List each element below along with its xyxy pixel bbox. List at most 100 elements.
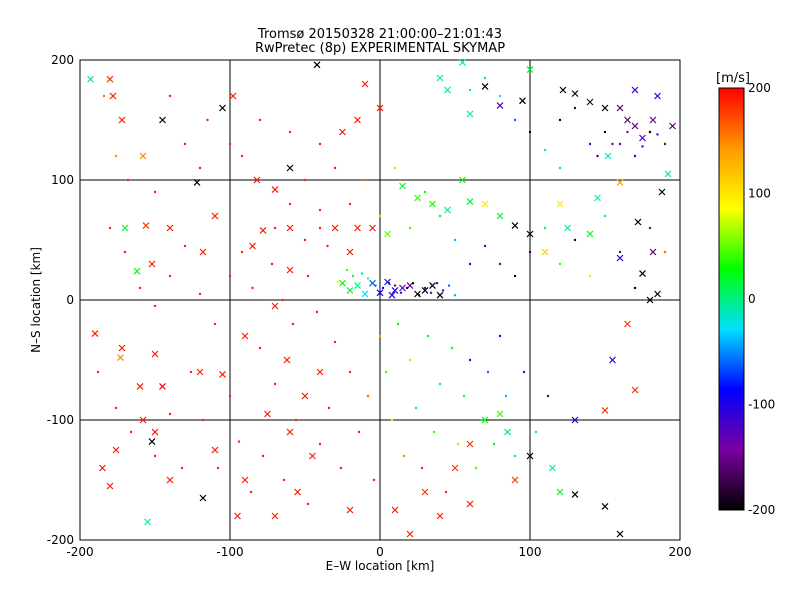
data-point-dot — [288, 130, 292, 134]
data-point-dot — [420, 466, 424, 470]
data-point-dot — [306, 502, 310, 506]
data-point-cross — [586, 230, 594, 238]
data-point-cross — [526, 66, 534, 74]
data-point-cross — [466, 110, 474, 118]
data-point-cross — [444, 206, 451, 214]
data-point-dot — [474, 466, 478, 470]
data-point-cross — [459, 176, 466, 184]
data-point-dot — [315, 310, 319, 314]
data-point-dot — [558, 118, 562, 122]
data-point-cross — [241, 332, 249, 340]
data-point-dot — [96, 370, 100, 374]
data-point-dot — [423, 190, 427, 194]
y-tick-label: -200 — [47, 533, 74, 547]
axis-ticks: -200 -100 0 100 200 -200 -100 0 100 200 — [47, 53, 692, 559]
data-point-cross — [331, 224, 339, 232]
data-point-dot — [438, 382, 442, 386]
data-point-dot — [108, 226, 112, 230]
data-point-cross — [99, 464, 106, 472]
data-point-dot — [318, 226, 322, 230]
data-point-dot — [405, 286, 409, 290]
chart-title-line1: Tromsø 20150328 21:00:00–21:01:43 — [257, 27, 502, 42]
data-point-dot — [168, 274, 172, 278]
data-point-dot — [249, 490, 253, 494]
data-point-cross — [654, 92, 661, 100]
data-point-cross — [121, 224, 129, 232]
data-point-cross — [459, 58, 466, 66]
data-point-dot — [558, 166, 562, 170]
data-point-cross — [286, 266, 294, 274]
data-point-cross — [481, 82, 489, 90]
data-point-dot — [528, 130, 532, 134]
x-tick-label: 0 — [376, 545, 384, 559]
data-point-dot — [414, 406, 418, 410]
data-point-dot — [327, 406, 331, 410]
data-point-cross — [639, 270, 646, 278]
data-point-cross — [601, 502, 609, 510]
data-point-cross — [481, 200, 489, 208]
data-point-dot — [390, 418, 394, 422]
data-point-dot — [339, 466, 343, 470]
data-point-dot — [258, 346, 262, 350]
data-point-cross — [159, 382, 166, 390]
data-point-cross — [313, 61, 321, 69]
data-point-cross — [109, 92, 117, 100]
data-point-cross — [376, 289, 384, 297]
x-axis-label: E–W location [km] — [326, 559, 435, 573]
data-point-dot — [357, 430, 361, 434]
data-point-cross — [669, 122, 676, 130]
data-point-dot — [318, 208, 322, 212]
data-point-dot — [618, 142, 622, 146]
data-point-dot — [633, 154, 637, 158]
data-point-dot — [318, 442, 322, 446]
data-point-dot — [198, 166, 202, 170]
data-point-cross — [286, 428, 294, 436]
data-point-cross — [309, 452, 316, 460]
data-point-cross — [271, 186, 279, 194]
data-point-cross — [271, 512, 279, 520]
data-point-cross — [564, 224, 571, 232]
data-point-dot — [648, 130, 652, 134]
data-point-cross — [151, 428, 159, 436]
y-tick-label: -100 — [47, 413, 74, 427]
data-point-dot — [138, 286, 142, 290]
data-point-cross — [541, 248, 549, 256]
data-point-dot — [546, 394, 550, 398]
data-point-cross — [639, 134, 646, 142]
data-point-dot — [333, 166, 337, 170]
data-point-dot — [333, 340, 337, 344]
data-point-dot — [447, 284, 451, 287]
data-point-dot — [453, 294, 457, 297]
data-point-dot — [426, 334, 430, 338]
data-point-cross — [87, 75, 94, 83]
data-point-cross — [106, 482, 114, 490]
data-point-cross — [118, 344, 126, 352]
colorbar-tick-label: -200 — [748, 503, 775, 517]
data-point-cross — [286, 224, 294, 232]
data-points — [87, 58, 676, 538]
data-point-dot — [281, 298, 284, 302]
data-point-dot — [240, 154, 244, 158]
data-point-cross — [616, 254, 624, 262]
data-point-cross — [631, 86, 639, 94]
data-point-dot — [258, 118, 262, 122]
data-point-dot — [641, 145, 644, 148]
data-point-cross — [604, 152, 612, 160]
data-point-cross — [286, 164, 294, 172]
data-point-dot — [168, 94, 172, 98]
data-point-dot — [402, 454, 406, 458]
data-point-dot — [216, 466, 220, 470]
data-point-cross — [451, 464, 459, 472]
data-point-dot — [303, 238, 307, 242]
data-point-dot — [393, 166, 397, 170]
data-point-cross — [466, 198, 474, 206]
data-point-dot — [183, 244, 187, 248]
data-point-dot — [408, 358, 412, 362]
data-point-dot — [453, 238, 457, 242]
data-point-dot — [603, 214, 607, 218]
data-point-dot — [656, 133, 659, 136]
data-point-cross — [654, 290, 661, 298]
data-point-cross — [106, 75, 114, 83]
data-point-dot — [648, 226, 652, 230]
data-point-cross — [339, 279, 346, 287]
